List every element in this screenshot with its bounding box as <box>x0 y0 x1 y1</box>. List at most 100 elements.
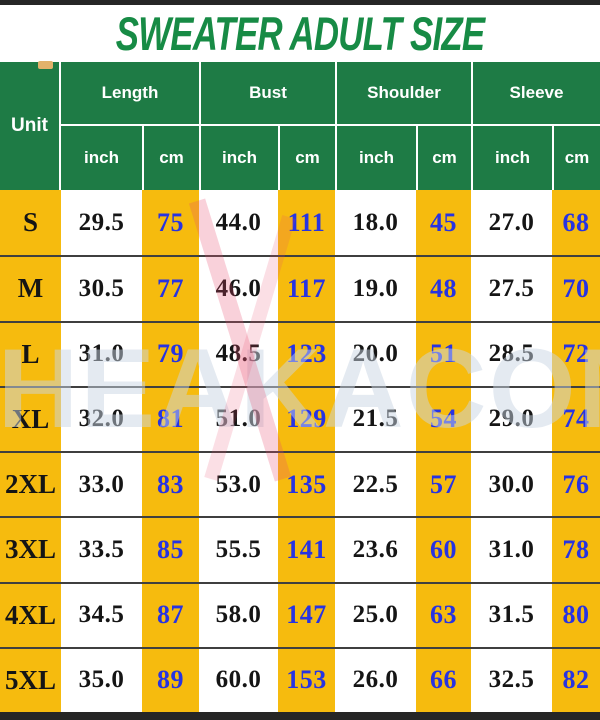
length-cm-cell: 77 <box>142 257 199 321</box>
group-header-bust: Bust <box>199 62 335 126</box>
table-row: 4XL 34.5 87 58.0 147 25.0 63 31.5 80 <box>0 581 600 647</box>
length-inch-cell: 29.5 <box>61 190 142 256</box>
table-header: Unit Length Bust Shoulder Sleeve inch cm… <box>0 62 600 190</box>
shoulder-cm-cell: 57 <box>416 453 471 517</box>
bust-cm-cell: 123 <box>278 322 335 386</box>
shoulder-inch-cell: 23.6 <box>335 518 416 582</box>
shoulder-inch-cell: 21.5 <box>335 387 416 451</box>
bottom-border-bar <box>0 712 600 720</box>
bust-inch-cell: 48.5 <box>199 322 278 386</box>
subheader-length-cm: cm <box>142 126 199 190</box>
page-title: SWEATER ADULT SIZE <box>115 7 485 60</box>
group-header-sleeve: Sleeve <box>471 62 600 126</box>
sleeve-cm-cell: 76 <box>552 453 600 517</box>
size-cell: 3XL <box>0 518 61 582</box>
group-header-shoulder: Shoulder <box>335 62 471 126</box>
size-cell: S <box>0 190 61 256</box>
table-row: M 30.5 77 46.0 117 19.0 48 27.5 70 <box>0 255 600 321</box>
table-row: 2XL 33.0 83 53.0 135 22.5 57 30.0 76 <box>0 451 600 517</box>
bust-cm-cell: 129 <box>278 387 335 451</box>
subheader-shoulder-inch: inch <box>335 126 416 190</box>
title-band: SWEATER ADULT SIZE <box>0 5 600 62</box>
sleeve-inch-cell: 32.5 <box>471 648 552 712</box>
size-cell: M <box>0 257 61 321</box>
bust-inch-cell: 44.0 <box>199 190 278 256</box>
table-row: XL 32.0 81 51.0 129 21.5 54 29.0 74 <box>0 385 600 451</box>
length-cm-cell: 83 <box>142 453 199 517</box>
subheader-bust-inch: inch <box>199 126 278 190</box>
table-body: S 29.5 75 44.0 111 18.0 45 27.0 68 M 30.… <box>0 190 600 712</box>
sleeve-cm-cell: 68 <box>552 190 600 256</box>
shoulder-inch-cell: 19.0 <box>335 257 416 321</box>
shoulder-cm-cell: 48 <box>416 257 471 321</box>
table-row: L 31.0 79 48.5 123 20.0 51 28.5 72 <box>0 320 600 386</box>
unit-header-cell: Unit <box>0 62 61 190</box>
sleeve-cm-cell: 70 <box>552 257 600 321</box>
bust-cm-cell: 117 <box>278 257 335 321</box>
subheader-length-inch: inch <box>84 148 119 167</box>
bust-inch-cell: 55.5 <box>199 518 278 582</box>
group-header-length: Length <box>61 62 199 126</box>
shoulder-cm-cell: 60 <box>416 518 471 582</box>
subheader-bust-cm: cm <box>278 126 335 190</box>
length-cm-cell: 81 <box>142 387 199 451</box>
sleeve-cm-cell: 74 <box>552 387 600 451</box>
sleeve-cm-cell: 82 <box>552 648 600 712</box>
sleeve-inch-cell: 31.5 <box>471 583 552 647</box>
size-cell: XL <box>0 387 61 451</box>
top-border-bar <box>0 0 600 5</box>
bust-inch-cell: 60.0 <box>199 648 278 712</box>
bust-cm-cell: 147 <box>278 583 335 647</box>
shoulder-cm-cell: 63 <box>416 583 471 647</box>
shoulder-cm-cell: 45 <box>416 190 471 256</box>
subheader-shoulder-cm: cm <box>416 126 471 190</box>
sleeve-inch-cell: 29.0 <box>471 387 552 451</box>
length-cm-cell: 79 <box>142 322 199 386</box>
length-cm-cell: 89 <box>142 648 199 712</box>
length-inch-cell: 33.0 <box>61 453 142 517</box>
subheader-sleeve-inch: inch <box>471 126 552 190</box>
length-inch-cell: 35.0 <box>61 648 142 712</box>
length-inch-cell: 33.5 <box>61 518 142 582</box>
length-inch-cell: 30.5 <box>61 257 142 321</box>
sleeve-inch-cell: 27.0 <box>471 190 552 256</box>
sleeve-inch-cell: 31.0 <box>471 518 552 582</box>
shoulder-inch-cell: 26.0 <box>335 648 416 712</box>
sleeve-cm-cell: 78 <box>552 518 600 582</box>
shoulder-inch-cell: 22.5 <box>335 453 416 517</box>
subheader-sleeve-cm: cm <box>552 126 600 190</box>
shoulder-inch-cell: 20.0 <box>335 322 416 386</box>
size-cell: L <box>0 322 61 386</box>
shoulder-inch-cell: 25.0 <box>335 583 416 647</box>
sleeve-cm-cell: 72 <box>552 322 600 386</box>
bust-cm-cell: 141 <box>278 518 335 582</box>
table-row: 5XL 35.0 89 60.0 153 26.0 66 32.5 82 <box>0 646 600 712</box>
length-cm-cell: 75 <box>142 190 199 256</box>
size-cell: 4XL <box>0 583 61 647</box>
bust-inch-cell: 58.0 <box>199 583 278 647</box>
length-cm-cell: 85 <box>142 518 199 582</box>
length-inch-cell: 32.0 <box>61 387 142 451</box>
shoulder-cm-cell: 51 <box>416 322 471 386</box>
table-row: S 29.5 75 44.0 111 18.0 45 27.0 68 <box>0 190 600 256</box>
sleeve-inch-cell: 27.5 <box>471 257 552 321</box>
bust-cm-cell: 153 <box>278 648 335 712</box>
length-cm-cell: 87 <box>142 583 199 647</box>
tan-artifact-mark <box>38 61 53 69</box>
sleeve-inch-cell: 30.0 <box>471 453 552 517</box>
bust-inch-cell: 46.0 <box>199 257 278 321</box>
bust-inch-cell: 53.0 <box>199 453 278 517</box>
length-inch-cell: 34.5 <box>61 583 142 647</box>
table-row: 3XL 33.5 85 55.5 141 23.6 60 31.0 78 <box>0 516 600 582</box>
sleeve-cm-cell: 80 <box>552 583 600 647</box>
size-cell: 5XL <box>0 648 61 712</box>
shoulder-cm-cell: 54 <box>416 387 471 451</box>
size-cell: 2XL <box>0 453 61 517</box>
shoulder-cm-cell: 66 <box>416 648 471 712</box>
length-inch-cell: 31.0 <box>61 322 142 386</box>
shoulder-inch-cell: 18.0 <box>335 190 416 256</box>
bust-inch-cell: 51.0 <box>199 387 278 451</box>
sleeve-inch-cell: 28.5 <box>471 322 552 386</box>
bust-cm-cell: 111 <box>278 190 335 256</box>
